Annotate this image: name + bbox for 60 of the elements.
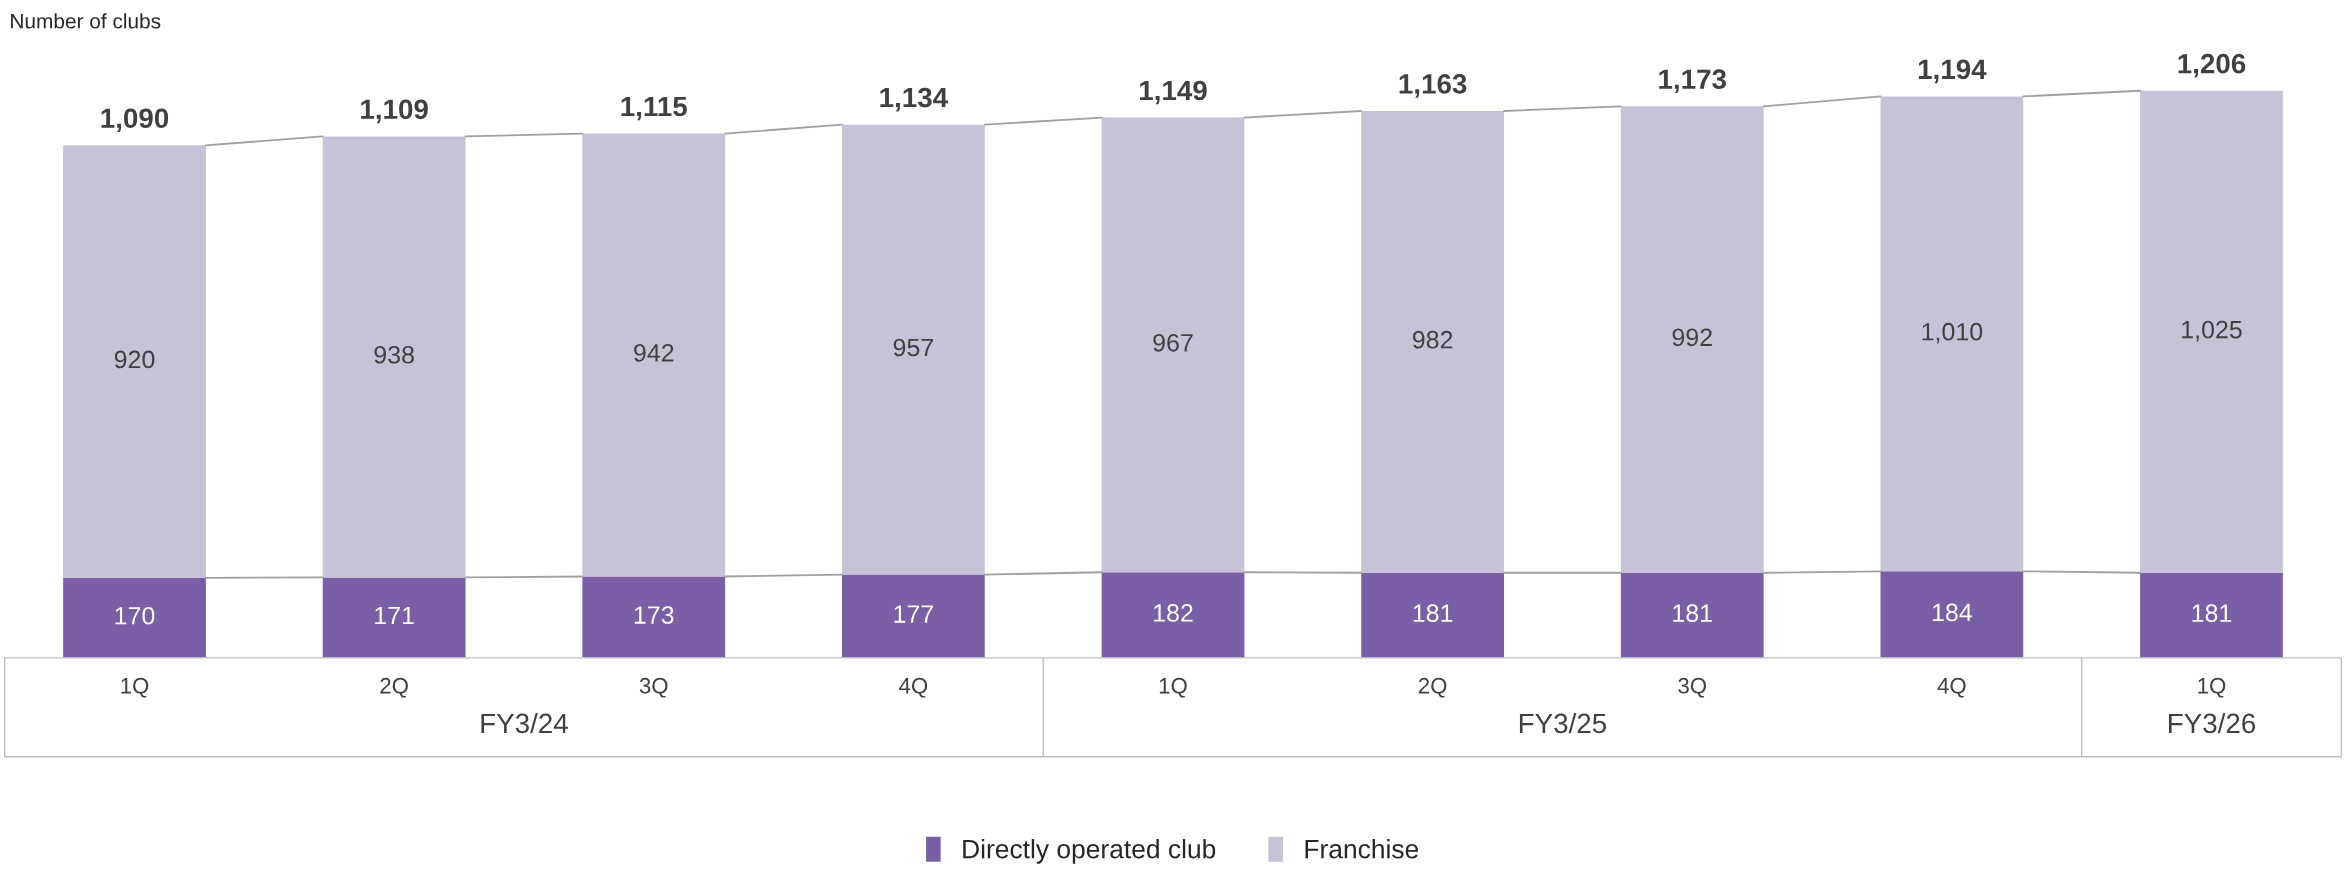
bar — [2140, 572, 2283, 658]
data-label: 181 — [1413, 604, 1453, 622]
total-label: 1,163 — [1399, 74, 1467, 98]
data-label: 920 — [114, 350, 155, 369]
bar — [2140, 90, 2283, 573]
data-label: 938 — [374, 345, 414, 364]
bar — [1620, 572, 1764, 658]
bar — [1880, 96, 2024, 572]
data-label: 182 — [1154, 604, 1193, 622]
x-tick-label: 3Q — [639, 677, 668, 698]
bar — [322, 136, 466, 578]
data-label: 170 — [115, 606, 155, 625]
total-label: 1,194 — [1918, 59, 1987, 84]
total-label: 1,206 — [2178, 53, 2246, 78]
legend-label: Directly operated club — [963, 839, 1216, 864]
data-label: 942 — [634, 344, 674, 362]
bar — [1880, 571, 2024, 658]
text: FY3/25 — [1519, 712, 1607, 734]
total-label: 1,115 — [621, 96, 687, 121]
data-label: 181 — [1673, 604, 1712, 622]
data-label: 967 — [1153, 333, 1193, 352]
data-label: 173 — [634, 606, 674, 624]
x-tick-label: 3Q — [1678, 677, 1707, 698]
legend-label: Franchise — [1305, 839, 1419, 859]
total-label: 1,134 — [880, 87, 948, 112]
data-label: 1,010 — [1922, 322, 1983, 344]
bar — [1101, 117, 1245, 573]
total-label: 1,090 — [101, 108, 169, 133]
x-tick-label: 4Q — [899, 677, 928, 698]
text: FY3/24 — [481, 712, 568, 734]
bar — [63, 145, 206, 578]
text: FY3/26 — [2169, 712, 2256, 734]
data-label: 184 — [1932, 603, 1972, 622]
data-label: 992 — [1672, 328, 1712, 347]
bar — [1620, 106, 1764, 573]
bar — [1101, 572, 1245, 658]
data-label: 957 — [893, 338, 933, 357]
data-label: 982 — [1412, 330, 1453, 349]
bar — [841, 574, 985, 658]
x-tick-label: 4Q — [1937, 677, 1966, 698]
x-tick-label: 2Q — [380, 677, 408, 698]
total-label: 1,149 — [1140, 80, 1207, 105]
bar — [322, 577, 466, 658]
data-label: 1,025 — [2182, 320, 2242, 342]
data-label: 177 — [894, 605, 933, 623]
bar — [1361, 110, 1505, 573]
bar — [1361, 572, 1505, 658]
total-label: 1,173 — [1659, 69, 1726, 94]
x-tick-label: 1Q — [121, 677, 149, 698]
x-tick-label: 2Q — [1418, 677, 1447, 698]
x-tick-label: 1Q — [2198, 677, 2226, 698]
total-label: 1,109 — [361, 99, 428, 124]
data-label: 181 — [2192, 604, 2232, 622]
data-label: 171 — [375, 606, 414, 625]
y-axis-title: Number of clubs — [11, 13, 161, 29]
x-tick-label: 1Q — [1159, 677, 1187, 698]
bar — [582, 133, 726, 577]
bar — [63, 577, 206, 658]
bar — [841, 124, 985, 575]
bar — [582, 576, 726, 658]
